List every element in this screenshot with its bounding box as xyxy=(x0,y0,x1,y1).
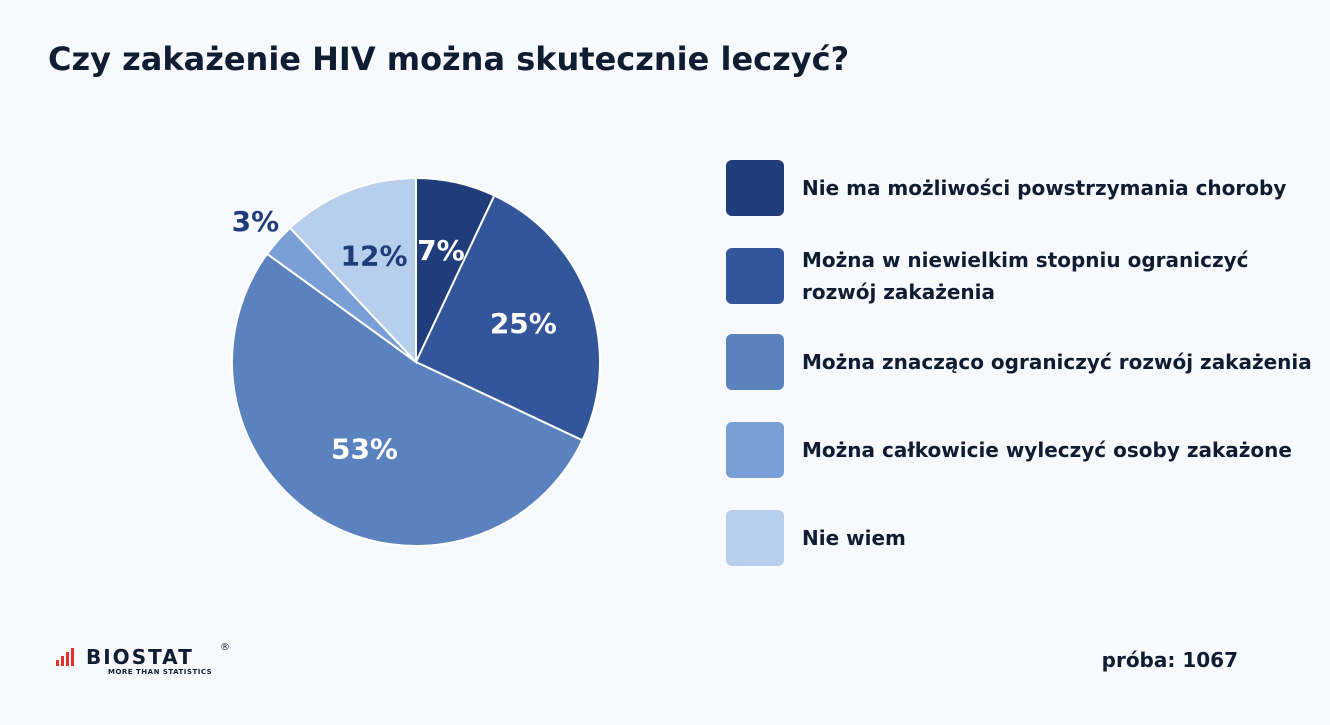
legend-swatch xyxy=(726,510,784,566)
chart-title: Czy zakażenie HIV można skutecznie leczy… xyxy=(48,40,850,78)
legend-swatch xyxy=(726,422,784,478)
logo-wordmark: BIOSTAT xyxy=(86,645,194,669)
sample-size: próba: 1067 xyxy=(1101,648,1238,672)
legend-swatch xyxy=(726,160,784,216)
legend-swatch xyxy=(726,248,784,304)
legend-item-dont-know: Nie wiem xyxy=(726,510,1316,566)
pie-slices xyxy=(231,176,601,547)
slice-significantly-limit-label: 53% xyxy=(331,433,398,466)
logo-tagline: MORE THAN STATISTICS xyxy=(108,668,213,676)
slice-dont-know xyxy=(288,176,417,365)
legend-item-significantly-limit: Można znacząco ograniczyć rozwój zakażen… xyxy=(726,334,1316,390)
logo-registered-mark: ® xyxy=(220,642,230,653)
slice-no-possibility-label: 7% xyxy=(417,234,465,267)
legend-item-no-possibility: Nie ma możliwości powstrzymania choroby xyxy=(726,160,1316,216)
legend-swatch xyxy=(726,334,784,390)
legend-label: Można w niewielkim stopniu ograniczyć ro… xyxy=(802,248,1249,304)
slice-fully-cure-label: 3% xyxy=(232,205,280,238)
logo-bars-icon xyxy=(56,648,82,666)
legend-label: Można całkowicie wyleczyć osoby zakażone xyxy=(802,438,1292,462)
legend-label: Nie wiem xyxy=(802,526,906,550)
legend-item-slightly-limit: Można w niewielkim stopniu ograniczyć ro… xyxy=(726,248,1316,304)
pie-labels: 7% 25% 53% 3% 12% xyxy=(232,205,557,465)
slice-significantly-limit xyxy=(231,252,584,547)
biostat-logo: BIOSTAT ® MORE THAN STATISTICS xyxy=(56,642,246,680)
slice-slightly-limit xyxy=(414,194,601,442)
legend-item-fully-cure: Można całkowicie wyleczyć osoby zakażone xyxy=(726,422,1316,478)
slice-slightly-limit-label: 25% xyxy=(490,307,557,340)
legend-label: Nie ma możliwości powstrzymania choroby xyxy=(802,176,1287,200)
slice-dont-know-label: 12% xyxy=(340,239,407,272)
legend-label: Można znacząco ograniczyć rozwój zakażen… xyxy=(802,350,1312,374)
pie-chart: 7% 25% 53% 3% 12% xyxy=(231,176,601,547)
